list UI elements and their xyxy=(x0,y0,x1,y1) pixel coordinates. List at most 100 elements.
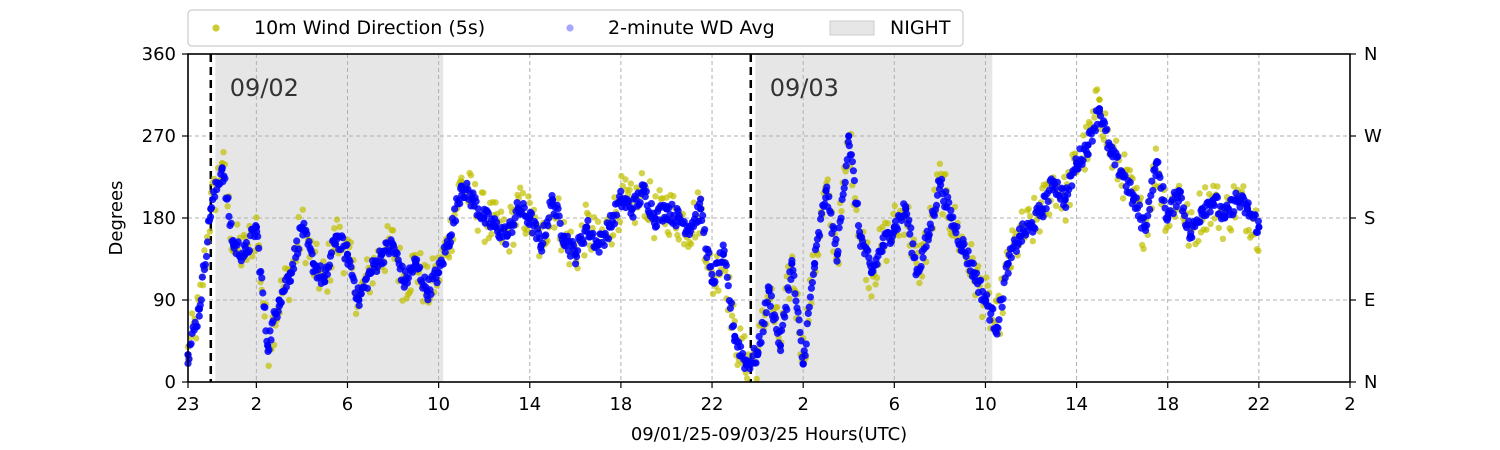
data-point xyxy=(868,293,875,300)
data-point xyxy=(853,199,862,207)
data-point xyxy=(525,193,532,200)
data-point xyxy=(408,268,417,276)
data-point xyxy=(1103,125,1111,133)
data-point xyxy=(895,232,903,239)
data-point xyxy=(336,223,343,230)
data-point xyxy=(1096,96,1103,103)
data-point xyxy=(1061,196,1069,204)
data-point xyxy=(627,180,635,187)
data-point xyxy=(737,325,744,332)
data-point xyxy=(424,263,431,270)
data-point xyxy=(766,302,775,310)
data-point xyxy=(931,186,938,193)
data-point xyxy=(804,309,812,317)
data-point xyxy=(805,303,813,311)
data-point xyxy=(193,322,201,330)
data-point xyxy=(812,242,821,250)
data-point xyxy=(822,187,830,195)
data-point xyxy=(446,232,454,240)
data-point xyxy=(378,250,386,258)
data-point xyxy=(827,209,835,217)
data-point xyxy=(594,218,602,225)
x-tick-label: 23 xyxy=(177,394,200,415)
data-point xyxy=(792,297,800,305)
legend-marker-1 xyxy=(566,24,574,32)
data-point xyxy=(258,274,266,282)
data-point xyxy=(691,210,700,219)
data-point xyxy=(1209,196,1217,204)
data-point xyxy=(355,301,363,309)
data-point xyxy=(1195,237,1202,245)
data-point xyxy=(1251,211,1259,219)
data-point xyxy=(332,232,340,240)
data-point xyxy=(492,199,499,206)
data-point xyxy=(616,218,624,226)
data-point xyxy=(1230,183,1238,190)
day-boundary-layer: 09/02 09/03 xyxy=(209,54,839,382)
y-tick-label: 360 xyxy=(142,44,176,65)
data-point xyxy=(1180,204,1188,212)
data-point xyxy=(842,162,850,170)
data-point xyxy=(548,196,557,204)
data-point xyxy=(331,225,338,232)
x-tick-label: 18 xyxy=(1156,394,1179,415)
data-point xyxy=(835,224,843,232)
data-point xyxy=(526,199,533,207)
data-point xyxy=(741,333,748,340)
data-point xyxy=(195,305,203,313)
data-point xyxy=(838,208,845,215)
data-point xyxy=(347,263,355,271)
data-point xyxy=(264,342,272,350)
data-point xyxy=(731,332,739,340)
data-point xyxy=(807,284,816,292)
data-point xyxy=(1203,226,1210,233)
data-point xyxy=(1214,183,1221,190)
data-point xyxy=(734,361,741,369)
data-point xyxy=(352,310,360,317)
data-point xyxy=(389,241,397,249)
data-point xyxy=(544,222,552,230)
data-point xyxy=(993,323,1001,331)
x-tick-label: 2 xyxy=(797,394,808,415)
data-point xyxy=(1160,197,1168,205)
data-point xyxy=(484,209,492,217)
data-point xyxy=(286,269,295,277)
data-point xyxy=(936,178,944,186)
data-point xyxy=(343,250,352,258)
data-point xyxy=(339,234,347,242)
data-point xyxy=(1027,223,1035,231)
data-point xyxy=(502,240,510,248)
data-point xyxy=(692,234,699,241)
data-point xyxy=(953,223,961,231)
data-point xyxy=(400,278,409,286)
data-point xyxy=(381,267,389,275)
data-point xyxy=(969,259,978,268)
data-point xyxy=(1196,218,1204,226)
data-point xyxy=(1093,86,1101,93)
data-point xyxy=(303,230,311,238)
data-point xyxy=(590,214,598,221)
data-point xyxy=(1152,159,1160,167)
data-point xyxy=(537,241,545,249)
legend-night-swatch xyxy=(829,20,875,36)
data-point xyxy=(799,360,807,368)
data-point xyxy=(538,247,546,255)
data-point xyxy=(474,227,481,234)
data-point xyxy=(357,290,365,298)
x-tick-label: 10 xyxy=(427,394,450,415)
data-point xyxy=(841,178,849,186)
data-point xyxy=(551,224,558,231)
data-point xyxy=(252,223,260,231)
data-point xyxy=(1240,183,1247,190)
data-point xyxy=(917,262,925,271)
data-point xyxy=(389,227,397,234)
data-point xyxy=(964,247,972,255)
data-point xyxy=(198,273,206,281)
data-point xyxy=(480,189,487,196)
data-point xyxy=(708,278,716,286)
x-tick-label: 2 xyxy=(1344,394,1355,415)
data-point xyxy=(308,250,316,258)
data-point xyxy=(452,217,460,225)
data-point xyxy=(942,188,950,196)
data-point xyxy=(321,278,329,286)
